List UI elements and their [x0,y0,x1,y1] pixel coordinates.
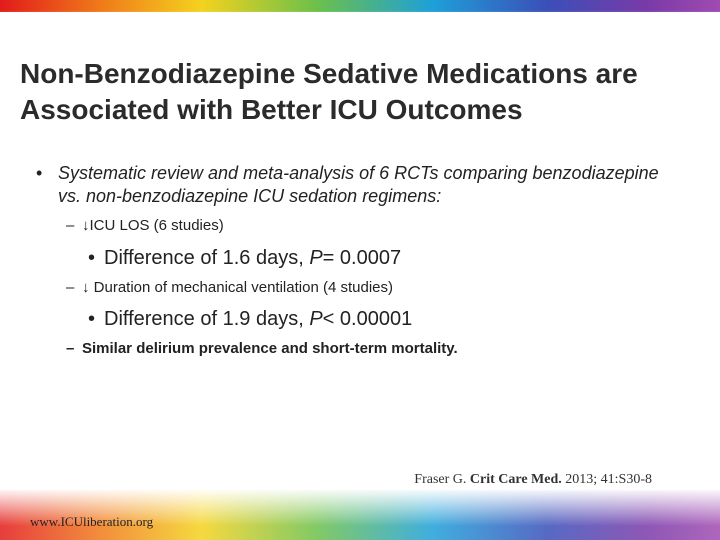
footer-url: www.ICUliberation.org [30,514,154,529]
citation: Fraser G. Crit Care Med. 2013; 41:S30-8 [414,472,652,487]
sub-item-text: Similar delirium prevalence and short-te… [82,340,458,357]
top-rainbow-bar [0,0,720,12]
detail-text: Difference of 1.6 days, P= 0.0007 [104,247,402,269]
sub-item-text: ↓ICU LOS (6 studies) [82,217,224,234]
top-rainbow-fade [0,10,720,32]
dash-marker: – [66,340,75,357]
dash-marker: – [66,279,75,296]
bullet-dot: • [88,247,96,269]
bullet-dot: • [88,308,96,330]
bottom-rainbow-fade [0,488,720,526]
detail-text: Difference of 1.9 days, P< 0.00001 [104,308,413,330]
sub-item-text: ↓ Duration of mechanical ventilation (4 … [82,279,393,296]
main-bullet-text: Systematic review and meta-analysis of 6… [58,163,659,206]
dash-marker: – [66,217,75,234]
bullet-dot: • [36,163,43,183]
slide-title: Non-Benzodiazepine Sedative Medications … [20,58,638,125]
